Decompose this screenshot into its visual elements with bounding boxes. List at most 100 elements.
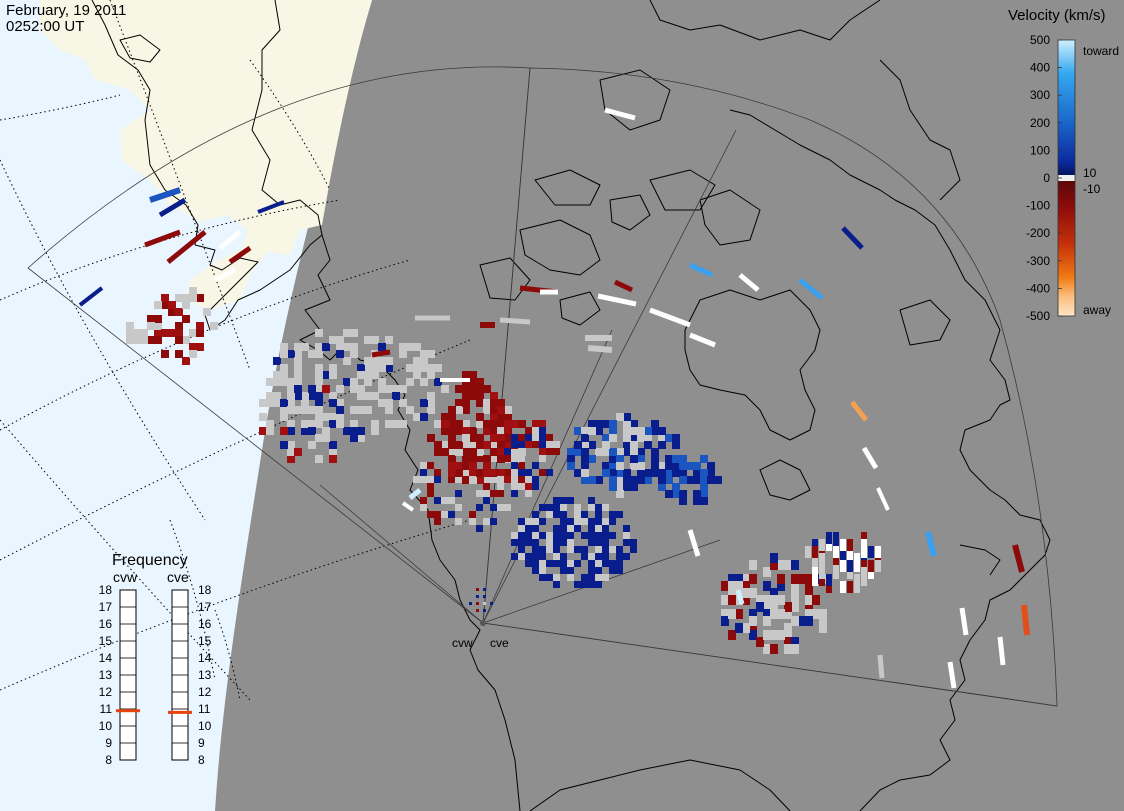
echo-cell	[672, 462, 680, 470]
echo-cell	[175, 336, 183, 344]
echo-cell	[525, 476, 532, 483]
echo-streak	[861, 446, 879, 470]
echo-cell	[476, 399, 484, 407]
echo-cell	[455, 420, 463, 428]
echo-cell	[294, 378, 302, 386]
echo-cell	[427, 364, 435, 372]
echo-cell	[602, 469, 610, 477]
frequency-tick-right: 16	[198, 617, 212, 631]
echo-cell	[588, 476, 596, 484]
echo-cell	[511, 469, 518, 476]
echo-cell	[476, 434, 484, 442]
echo-cell	[280, 364, 288, 372]
echo-cell	[434, 497, 441, 504]
echo-cell	[665, 434, 673, 442]
echo-cell	[322, 371, 330, 379]
echo-cell	[301, 427, 309, 435]
echo-cell	[469, 469, 477, 477]
echo-cell	[350, 420, 358, 428]
echo-cell	[490, 602, 493, 605]
echo-cell	[567, 546, 574, 553]
echo-cell	[350, 343, 358, 351]
echo-cell	[798, 574, 806, 584]
echo-cell	[441, 385, 449, 393]
echo-cell	[336, 406, 344, 414]
echo-cell	[546, 441, 553, 448]
radar-sites: cvw cve	[452, 620, 509, 650]
echo-cell	[602, 532, 609, 539]
echo-cell	[469, 392, 477, 400]
frequency-tick-left: 9	[105, 736, 112, 750]
echo-cell	[427, 462, 434, 469]
echo-cell	[455, 441, 463, 449]
echo-cell	[357, 364, 365, 372]
echo-cell	[329, 420, 337, 428]
echo-cell	[147, 322, 155, 330]
echo-cell	[329, 336, 337, 344]
echo-cell	[385, 364, 393, 372]
echo-cell	[483, 399, 491, 407]
echo-cell	[777, 574, 785, 584]
echo-cell	[805, 595, 813, 605]
echo-cell	[833, 567, 839, 579]
echo-cell	[315, 385, 323, 393]
echo-cell	[399, 343, 407, 351]
echo-cell	[476, 413, 484, 421]
echo-cell	[483, 427, 491, 435]
echo-cell	[602, 441, 610, 449]
echo-cell	[434, 378, 442, 386]
echo-cell	[392, 392, 400, 400]
echo-cell	[581, 511, 588, 518]
echo-cell	[623, 539, 630, 546]
echo-cell	[294, 343, 302, 351]
echo-cell	[504, 434, 512, 442]
echo-cell	[308, 441, 316, 449]
frequency-tick-right: 12	[198, 685, 212, 699]
echo-cell	[742, 623, 750, 633]
echo-cell	[385, 357, 393, 365]
echo-cell	[770, 553, 778, 563]
echo-cell	[532, 525, 539, 532]
echo-cell	[784, 560, 792, 570]
echo-cell	[812, 553, 818, 565]
frequency-tick-left: 14	[99, 651, 113, 665]
echo-cell	[294, 357, 302, 365]
echo-cell	[567, 518, 574, 525]
echo-cell	[462, 434, 470, 442]
echo-cell	[126, 322, 134, 330]
echo-cell	[420, 469, 427, 476]
echo-cell	[560, 560, 567, 567]
echo-cell	[539, 420, 546, 427]
echo-cell	[581, 462, 589, 470]
echo-cell	[560, 511, 567, 518]
echo-cell	[413, 371, 421, 379]
echo-cell	[308, 350, 316, 358]
echo-cell	[553, 525, 560, 532]
echo-cell	[154, 315, 162, 323]
echo-cell	[476, 602, 479, 605]
echo-cell	[833, 546, 839, 558]
echo-cell	[518, 553, 525, 560]
echo-cell	[518, 434, 525, 441]
echo-cell	[581, 434, 589, 442]
echo-cell	[539, 546, 546, 553]
velocity-tick-10: 10	[1083, 166, 1097, 180]
echo-cell	[420, 364, 428, 372]
echo-cell	[581, 581, 588, 588]
echo-cell	[581, 518, 588, 525]
echo-cell	[602, 553, 609, 560]
echo-cell	[518, 532, 525, 539]
echo-cell	[623, 532, 630, 539]
echo-cell	[756, 595, 764, 605]
echo-cell	[623, 483, 631, 491]
echo-cell	[777, 560, 785, 570]
echo-cell	[287, 420, 295, 428]
echo-cell	[602, 448, 610, 456]
echo-cell	[476, 490, 483, 497]
echo-cell	[777, 630, 785, 640]
echo-cell	[462, 448, 470, 456]
echo-cell	[483, 518, 490, 525]
echo-cell	[518, 525, 525, 532]
echo-cell	[434, 511, 441, 518]
echo-cell	[476, 420, 484, 428]
